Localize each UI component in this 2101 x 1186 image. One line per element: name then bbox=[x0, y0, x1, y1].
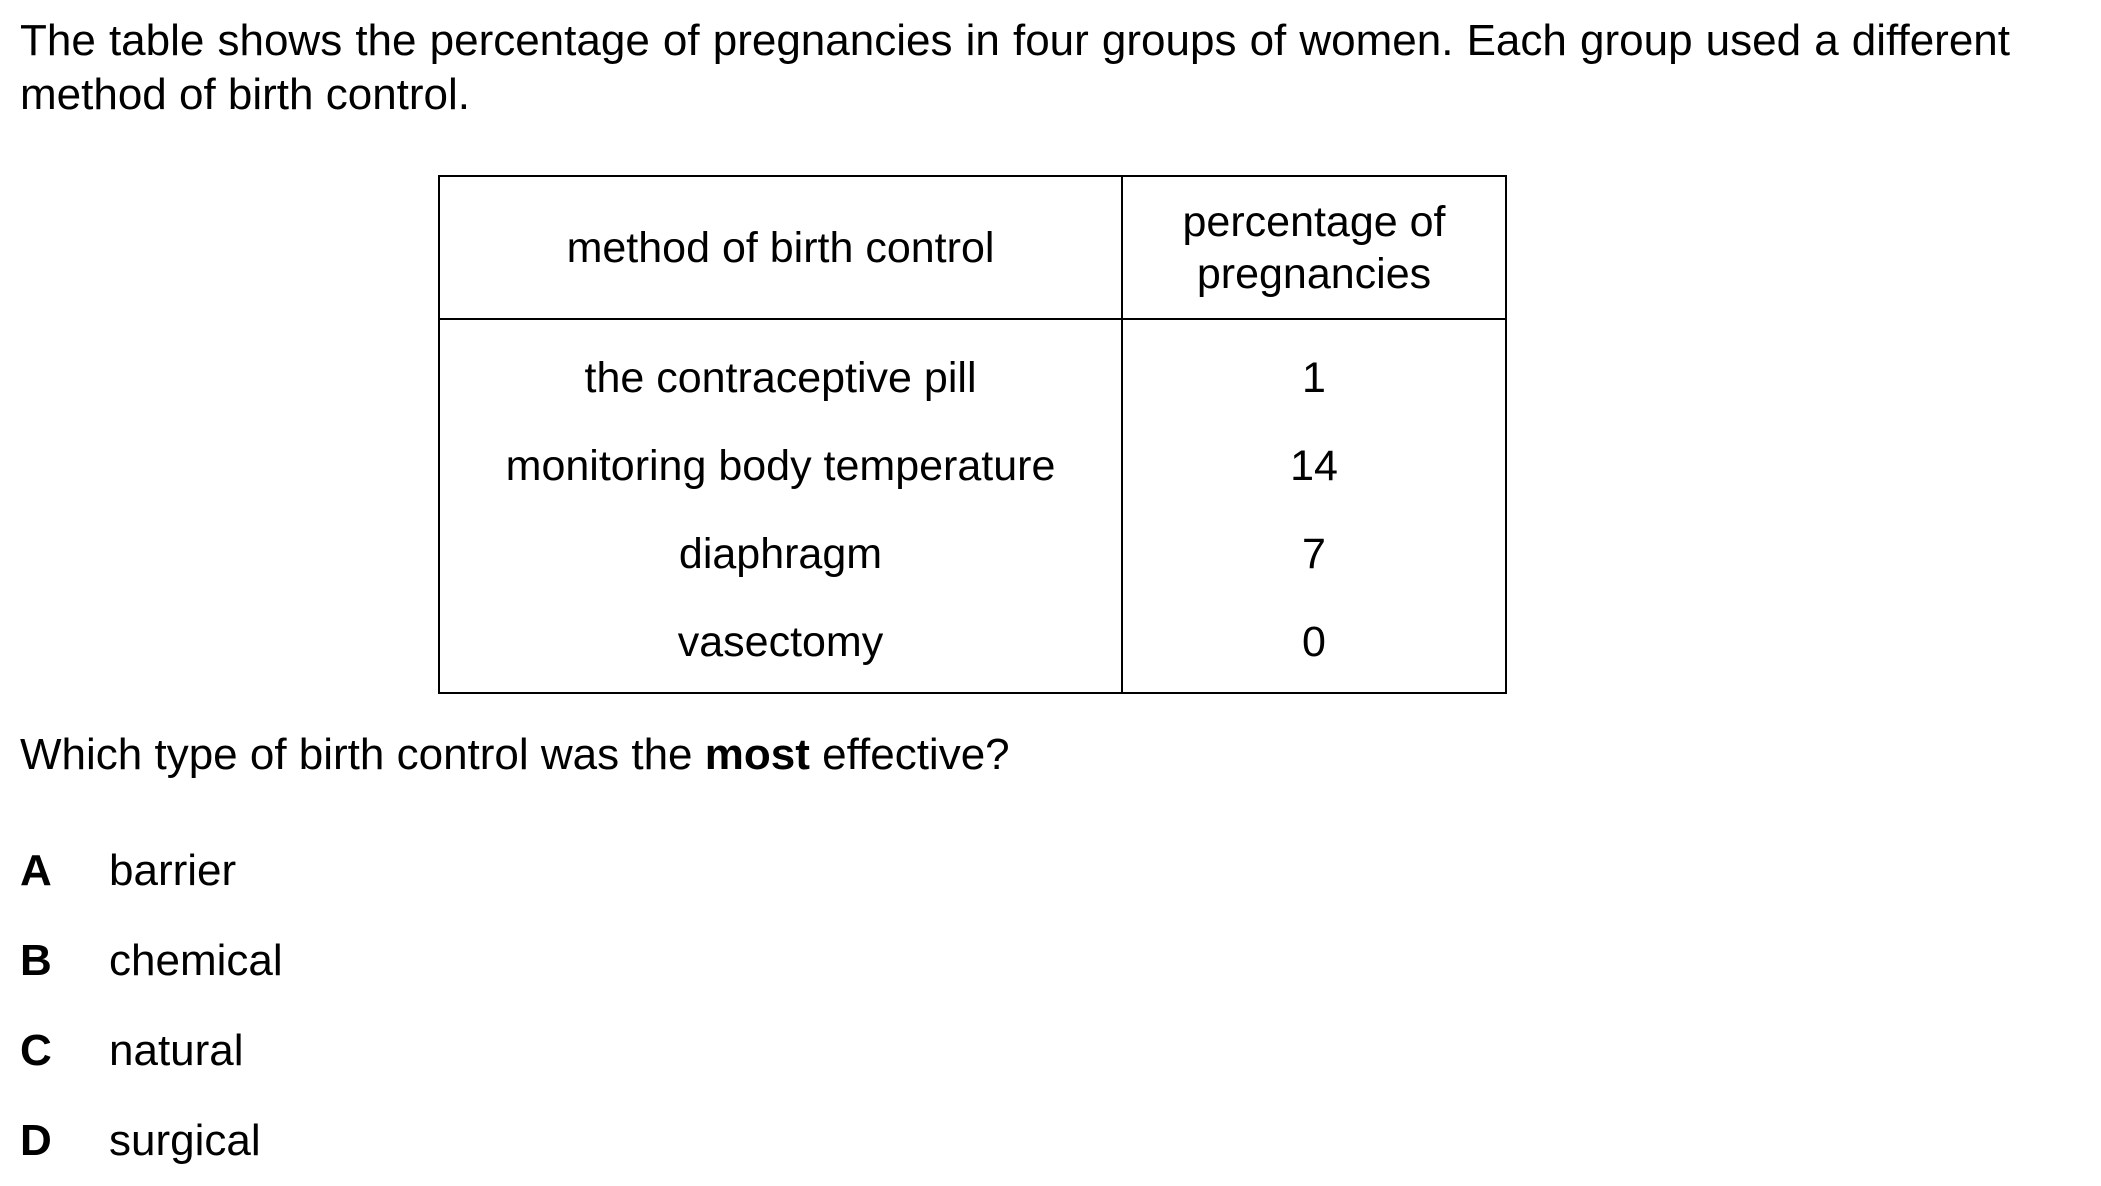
header-method: method of birth control bbox=[438, 175, 1123, 320]
birth-control-table: method of birth control percentage of pr… bbox=[438, 175, 1507, 694]
question-emphasis: most bbox=[704, 730, 810, 779]
header-percentage: percentage of pregnancies bbox=[1121, 175, 1507, 320]
method-cell: monitoring body temperature bbox=[438, 422, 1123, 510]
option-letter: D bbox=[20, 1116, 52, 1165]
data-table-container: method of birth control percentage of pr… bbox=[438, 175, 1507, 694]
option-text: barrier bbox=[109, 846, 237, 895]
option-letter: A bbox=[20, 846, 52, 895]
table-header-row: method of birth control percentage of pr… bbox=[438, 175, 1507, 320]
question-end: effective? bbox=[809, 730, 1010, 779]
percentage-cell: 7 bbox=[1121, 510, 1507, 598]
answer-options: A barrier B chemical C natural D surgica… bbox=[20, 826, 283, 1186]
method-cell: diaphragm bbox=[438, 510, 1123, 598]
option-text: natural bbox=[109, 1026, 244, 1075]
option-letter: C bbox=[20, 1026, 52, 1075]
method-cell: vasectomy bbox=[438, 598, 1123, 694]
option-text: chemical bbox=[109, 936, 283, 985]
option-letter: B bbox=[20, 936, 52, 985]
option-a[interactable]: A barrier bbox=[20, 826, 283, 916]
option-d[interactable]: D surgical bbox=[20, 1096, 283, 1186]
option-text: surgical bbox=[109, 1116, 261, 1165]
percentage-cell: 0 bbox=[1121, 598, 1507, 694]
method-cell: the contraceptive pill bbox=[438, 319, 1123, 422]
table-row: vasectomy 0 bbox=[438, 598, 1507, 694]
option-b[interactable]: B chemical bbox=[20, 916, 283, 1006]
percentage-cell: 14 bbox=[1121, 422, 1507, 510]
table-row: diaphragm 7 bbox=[438, 510, 1507, 598]
table-row: the contraceptive pill 1 bbox=[438, 319, 1507, 422]
table-row: monitoring body temperature 14 bbox=[438, 422, 1507, 510]
intro-text: The table shows the percentage of pregna… bbox=[20, 16, 2010, 119]
question-text: Which type of birth control was the most… bbox=[20, 727, 1010, 783]
question-start: Which type of birth control was the bbox=[20, 730, 705, 779]
percentage-cell: 1 bbox=[1121, 319, 1507, 422]
option-c[interactable]: C natural bbox=[20, 1006, 283, 1096]
